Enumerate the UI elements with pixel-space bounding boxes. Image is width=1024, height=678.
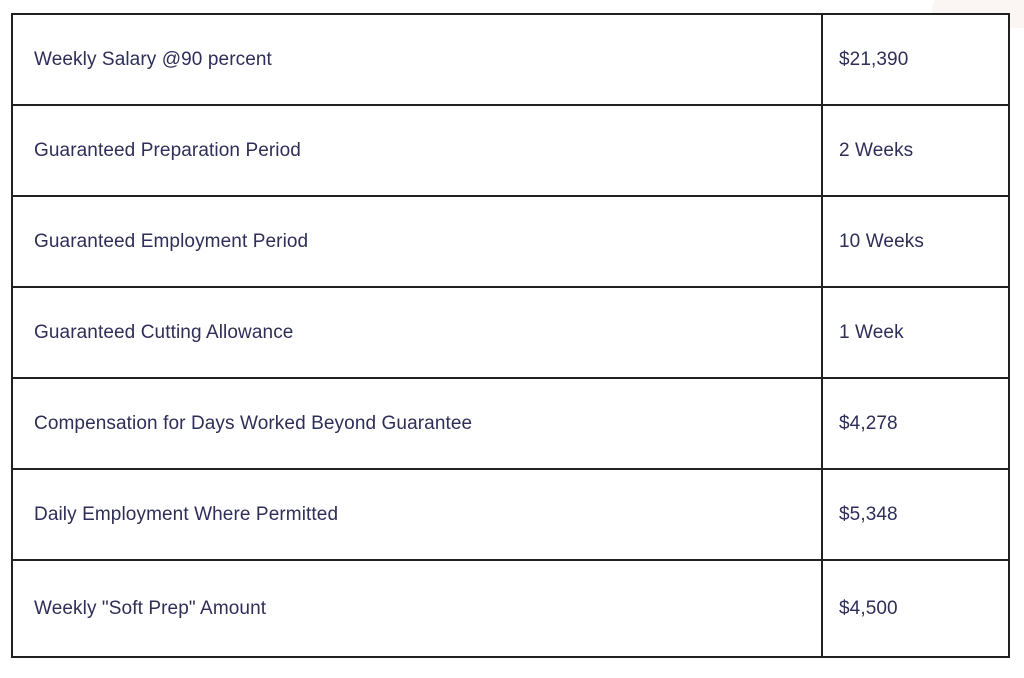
- table-row: Weekly Salary @90 percent $21,390: [13, 15, 1008, 104]
- row-label: Weekly "Soft Prep" Amount: [34, 597, 267, 619]
- table-row: Compensation for Days Worked Beyond Guar…: [13, 377, 1008, 468]
- table-row: Guaranteed Cutting Allowance 1 Week: [13, 286, 1008, 377]
- row-value: $4,278: [821, 379, 1008, 468]
- row-value: 2 Weeks: [821, 106, 1008, 195]
- row-label: Guaranteed Employment Period: [34, 230, 309, 252]
- row-value: $5,348: [821, 470, 1008, 559]
- row-value: $4,500: [821, 561, 1008, 656]
- row-label: Compensation for Days Worked Beyond Guar…: [34, 412, 473, 434]
- row-label: Weekly Salary @90 percent: [34, 48, 272, 70]
- compensation-table: Weekly Salary @90 percent $21,390 Guaran…: [11, 13, 1010, 658]
- row-value: $21,390: [821, 15, 1008, 104]
- row-label: Daily Employment Where Permitted: [34, 503, 339, 525]
- row-label: Guaranteed Cutting Allowance: [34, 321, 294, 343]
- table-row: Weekly "Soft Prep" Amount $4,500: [13, 559, 1008, 656]
- table-row: Guaranteed Employment Period 10 Weeks: [13, 195, 1008, 286]
- row-value: 1 Week: [821, 288, 1008, 377]
- table-row: Guaranteed Preparation Period 2 Weeks: [13, 104, 1008, 195]
- table-row: Daily Employment Where Permitted $5,348: [13, 468, 1008, 559]
- row-label: Guaranteed Preparation Period: [34, 139, 301, 161]
- row-value: 10 Weeks: [821, 197, 1008, 286]
